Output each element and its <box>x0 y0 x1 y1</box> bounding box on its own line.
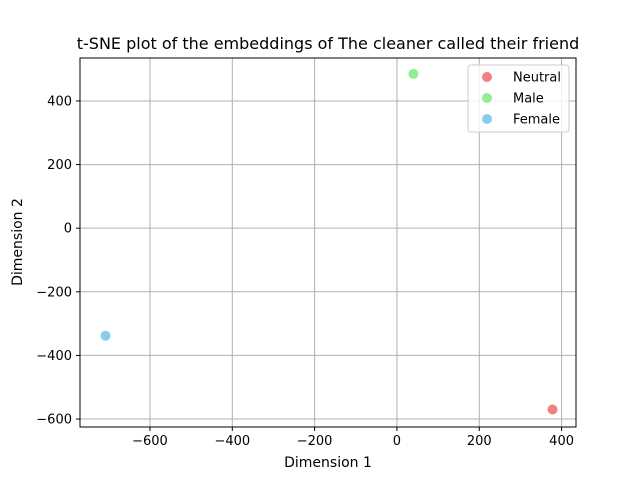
y-tick-label: −400 <box>36 349 72 364</box>
legend-label-neutral: Neutral <box>513 71 561 86</box>
y-tick-label: −200 <box>36 285 72 300</box>
y-tick-label: 400 <box>47 94 72 109</box>
y-axis-ticks: −600 −400 −200 0 200 400 <box>36 94 80 428</box>
data-points <box>100 68 558 415</box>
legend-marker-female <box>482 114 492 124</box>
point-female <box>100 330 111 341</box>
legend-label-male: Male <box>513 92 544 107</box>
legend-marker-male <box>482 93 492 103</box>
x-tick-label: 200 <box>467 434 492 449</box>
y-tick-label: 0 <box>64 222 72 237</box>
x-tick-label: 0 <box>393 434 401 449</box>
legend-marker-neutral <box>482 72 492 82</box>
point-neutral <box>547 404 558 415</box>
x-tick-label: −200 <box>297 434 333 449</box>
plot-frame <box>79 57 577 428</box>
x-tick-label: −600 <box>132 434 168 449</box>
chart-title: t-SNE plot of the embeddings of The clea… <box>77 34 580 53</box>
point-male <box>408 68 419 79</box>
x-tick-label: 400 <box>549 434 574 449</box>
x-tick-label: −400 <box>214 434 250 449</box>
legend-label-female: Female <box>513 113 560 128</box>
x-axis-ticks: −600 −400 −200 0 200 400 <box>132 427 574 449</box>
legend: Neutral Male Female <box>467 64 570 133</box>
legend-box <box>467 64 570 133</box>
y-tick-label: −600 <box>36 413 72 428</box>
x-axis-label: Dimension 1 <box>284 455 372 471</box>
y-tick-label: 200 <box>47 158 72 173</box>
y-axis-label: Dimension 2 <box>10 198 26 286</box>
